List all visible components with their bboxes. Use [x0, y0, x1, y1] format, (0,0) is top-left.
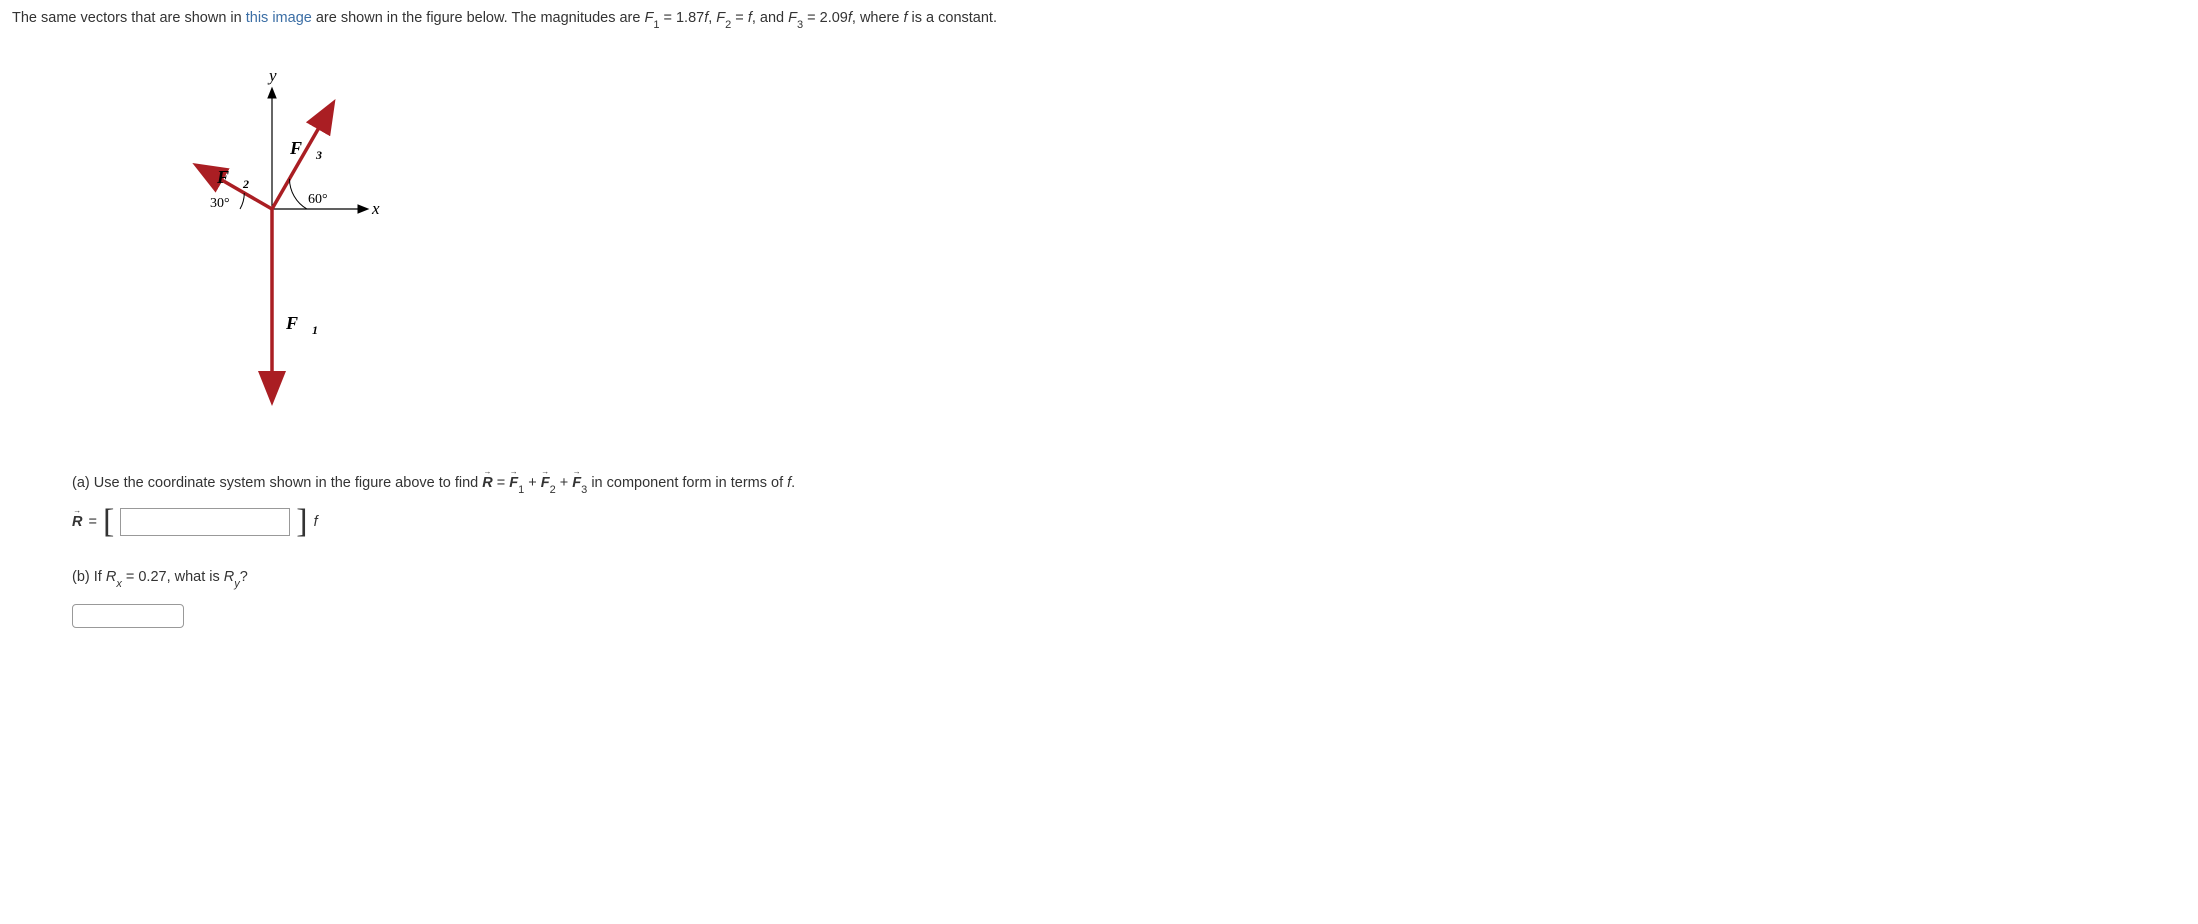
- svg-text:F⃗1: F⃗1: [285, 313, 318, 337]
- sub-1: 1: [653, 19, 659, 31]
- qa-eq: =: [493, 475, 510, 491]
- eq2: =: [731, 10, 748, 26]
- this-image-link[interactable]: this image: [246, 10, 312, 26]
- label-30: 30°: [210, 196, 230, 211]
- vec-F2: F: [541, 473, 550, 495]
- sym-F3: F: [788, 10, 797, 26]
- ans-unit: f: [314, 514, 318, 530]
- label-f3: F⃗3: [289, 138, 322, 162]
- vec-R: R: [482, 473, 492, 495]
- qa-dot: .: [791, 475, 795, 491]
- sub-3: 3: [797, 19, 803, 31]
- question-a: (a) Use the coordinate system shown in t…: [12, 473, 2186, 496]
- label-60: 60°: [308, 192, 328, 207]
- vector-figure: y x F⃗3 F⃗2 F⃗1 30° 60°: [92, 49, 2186, 453]
- eq3: = 2.09: [803, 10, 848, 26]
- qb-R2: R: [224, 569, 234, 585]
- bracket-right: ]: [296, 507, 307, 537]
- figure-svg: y x F⃗3 F⃗2 F⃗1 30° 60°: [92, 49, 412, 449]
- comma2: , and: [752, 10, 788, 26]
- intro-part1: The same vectors that are shown in: [12, 10, 246, 26]
- qa-plus1: +: [524, 475, 541, 491]
- qa-prefix: (a) Use the coordinate system shown in t…: [72, 475, 482, 491]
- sym-F1: F: [644, 10, 653, 26]
- qb-suby: y: [234, 578, 240, 590]
- arc-60: [290, 179, 308, 209]
- tail: , where: [852, 10, 904, 26]
- label-y: y: [267, 66, 277, 85]
- question-b: (b) If Rx = 0.27, what is Ry?: [12, 567, 2186, 590]
- label-x: x: [371, 199, 380, 218]
- qb-eq: = 0.27, what is: [122, 569, 224, 585]
- vec-F3: F: [572, 473, 581, 495]
- qa-s3: 3: [581, 484, 587, 496]
- intro-part2: are shown in the figure below. The magni…: [312, 10, 645, 26]
- label-f1: F⃗1: [285, 313, 318, 337]
- qa-s1: 1: [518, 484, 524, 496]
- arc-30: [240, 193, 244, 209]
- qa-plus2: +: [556, 475, 573, 491]
- answer-b-input[interactable]: [72, 604, 184, 628]
- bracket-left: [: [103, 507, 114, 537]
- ans-equals: =: [88, 514, 96, 530]
- ans-R-label: R: [72, 514, 82, 530]
- qa-s2: 2: [550, 484, 556, 496]
- intro-text: The same vectors that are shown in this …: [12, 8, 2186, 31]
- qa-suffix: in component form in terms of: [591, 475, 787, 491]
- eq1: = 1.87: [659, 10, 704, 26]
- qb-subx: x: [116, 578, 122, 590]
- qb-q: ?: [240, 569, 248, 585]
- sub-2: 2: [725, 19, 731, 31]
- answer-a-input[interactable]: [120, 508, 290, 536]
- answer-a-row: R = [ ] f: [12, 507, 2186, 537]
- vec-F1: F: [509, 473, 518, 495]
- qb-R1: R: [106, 569, 116, 585]
- svg-text:F⃗3: F⃗3: [289, 138, 322, 162]
- qb-prefix: (b) If: [72, 569, 106, 585]
- sym-F2: F: [716, 10, 725, 26]
- tail2: is a constant.: [908, 10, 997, 26]
